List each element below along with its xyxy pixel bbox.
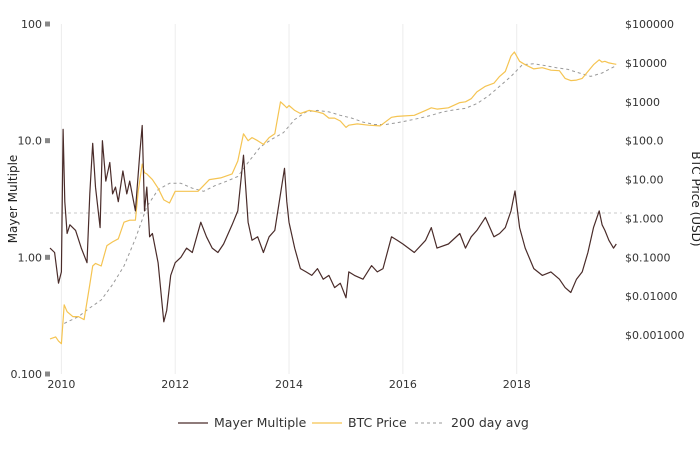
- series-line-200-day-avg: [63, 63, 617, 324]
- right-tick-label: $1000: [625, 96, 660, 109]
- right-tick-label: $100.0: [625, 135, 664, 148]
- right-tick-label: $100000: [625, 18, 674, 31]
- right-tick-label: $10.00: [625, 174, 664, 187]
- legend: Mayer Multiple BTC Price 200 day avg: [178, 415, 529, 430]
- x-tick-label: 2012: [161, 378, 189, 391]
- left-tick-mark: [45, 371, 50, 377]
- x-tick-label: 2010: [47, 378, 75, 391]
- left-tick-label: 0.100: [11, 368, 43, 381]
- right-tick-label: $1.000: [625, 212, 664, 225]
- left-axis-title: Mayer Multiple: [6, 155, 20, 244]
- legend-label-200-day-avg: 200 day avg: [451, 415, 529, 430]
- right-tick-label: $10000: [625, 57, 667, 70]
- right-tick-label: $0.1000: [625, 251, 671, 264]
- x-tick-label: 2018: [503, 378, 531, 391]
- left-tick-label: 1.00: [18, 251, 43, 264]
- right-tick-label: $0.01000: [625, 290, 678, 303]
- x-tick-label: 2014: [275, 378, 303, 391]
- x-gridlines: [60, 24, 518, 374]
- legend-label-btc-price: BTC Price: [348, 415, 407, 430]
- left-tick-mark: [45, 138, 50, 144]
- x-tick-label: 2016: [389, 378, 417, 391]
- series-layer: [49, 51, 617, 345]
- left-tick-label: 100: [21, 18, 42, 31]
- series-line-mayer-multiple: [49, 124, 617, 323]
- left-tick-mark: [45, 254, 50, 260]
- legend-label-mayer-multiple: Mayer Multiple: [214, 415, 307, 430]
- x-axis: 2010 2012 2014 2016 2018: [47, 378, 530, 391]
- left-tick-label: 10.0: [18, 135, 43, 148]
- left-tick-mark: [45, 21, 50, 27]
- right-tick-label: $0.001000: [625, 329, 685, 342]
- left-axis: 0.100 1.00 10.0 100: [11, 18, 50, 381]
- right-axis: $0.001000 $0.01000 $0.1000 $1.000 $10.00 $100…: [625, 18, 685, 342]
- series-line-btc-price: [49, 51, 617, 345]
- right-axis-title: BTC Price (USD): [689, 151, 700, 246]
